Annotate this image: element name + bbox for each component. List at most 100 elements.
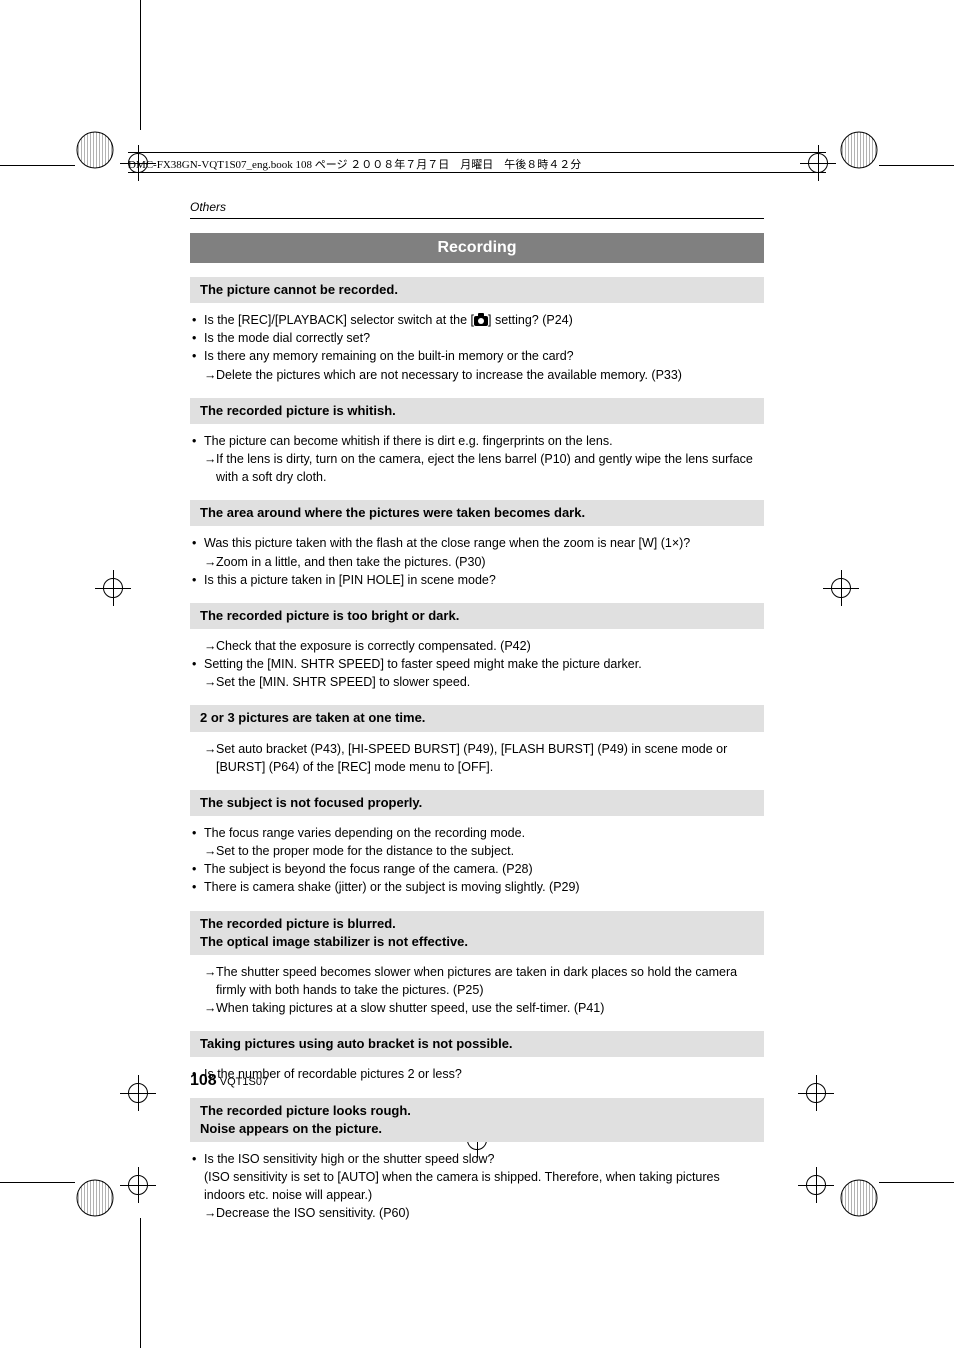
issue-heading: 2 or 3 pictures are taken at one time. — [190, 705, 764, 731]
arrow-marker: → — [192, 366, 216, 384]
reg-mark-tr — [839, 130, 879, 170]
bullet-marker: • — [192, 824, 204, 842]
issue-heading: The subject is not focused properly. — [190, 790, 764, 816]
issue-body: →The shutter speed becomes slower when p… — [190, 963, 764, 1017]
line-text: Is there any memory remaining on the bui… — [204, 347, 764, 365]
issue-body: →Check that the exposure is correctly co… — [190, 637, 764, 691]
crop-line — [879, 1182, 954, 1183]
line-text: The subject is beyond the focus range of… — [204, 860, 764, 878]
line-text: If the lens is dirty, turn on the camera… — [216, 450, 764, 486]
body-line: •Is the ISO sensitivity high or the shut… — [192, 1150, 764, 1168]
line-text: (ISO sensitivity is set to [AUTO] when t… — [204, 1168, 764, 1204]
body-line: →Zoom in a little, and then take the pic… — [192, 553, 764, 571]
crop-line — [879, 165, 954, 166]
line-text: Setting the [MIN. SHTR SPEED] to faster … — [204, 655, 764, 673]
line-text: Set the [MIN. SHTR SPEED] to slower spee… — [216, 673, 764, 691]
crop-target-tl — [800, 145, 836, 181]
issue-body: →Set auto bracket (P43), [HI-SPEED BURST… — [190, 740, 764, 776]
bullet-marker: • — [192, 329, 204, 347]
issue-body: •The focus range varies depending on the… — [190, 824, 764, 897]
arrow-marker: → — [192, 450, 216, 486]
body-line: →Decrease the ISO sensitivity. (P60) — [192, 1204, 764, 1222]
line-text: Is the ISO sensitivity high or the shutt… — [204, 1150, 764, 1168]
crop-target-bl — [120, 1167, 156, 1203]
issue-heading: Taking pictures using auto bracket is no… — [190, 1031, 764, 1057]
bullet-marker: • — [192, 534, 204, 552]
crop-target-mr2 — [798, 1075, 834, 1111]
issue-heading: The recorded picture looks rough.Noise a… — [190, 1098, 764, 1142]
crop-target-ml2 — [120, 1075, 156, 1111]
issue-body: •Was this picture taken with the flash a… — [190, 534, 764, 588]
camera-icon — [474, 316, 488, 326]
arrow-marker: → — [192, 553, 216, 571]
bullet-marker: • — [192, 655, 204, 673]
body-line: →The shutter speed becomes slower when p… — [192, 963, 764, 999]
page-content: Others Recording The picture cannot be r… — [190, 200, 764, 1236]
bullet-marker: • — [192, 347, 204, 365]
crop-line — [0, 165, 75, 166]
body-line: →Set auto bracket (P43), [HI-SPEED BURST… — [192, 740, 764, 776]
arrow-marker: → — [192, 673, 216, 691]
page-footer: 108 VQT1S07 — [190, 1072, 268, 1090]
line-text: Check that the exposure is correctly com… — [216, 637, 764, 655]
body-line: •There is camera shake (jitter) or the s… — [192, 878, 764, 896]
body-line: •Is this a picture taken in [PIN HOLE] i… — [192, 571, 764, 589]
arrow-marker: → — [192, 963, 216, 999]
body-line: →Set to the proper mode for the distance… — [192, 842, 764, 860]
bullet-marker: • — [192, 571, 204, 589]
line-text: The shutter speed becomes slower when pi… — [216, 963, 764, 999]
arrow-marker: → — [192, 637, 216, 655]
issue-body: •Is the [REC]/[PLAYBACK] selector switch… — [190, 311, 764, 384]
line-text: Delete the pictures which are not necess… — [216, 366, 764, 384]
body-line: •Is the mode dial correctly set? — [192, 329, 764, 347]
body-line: →Check that the exposure is correctly co… — [192, 637, 764, 655]
issue-heading: The recorded picture is whitish. — [190, 398, 764, 424]
line-text: When taking pictures at a slow shutter s… — [216, 999, 764, 1017]
arrow-marker: → — [192, 1204, 216, 1222]
section-rule — [190, 218, 764, 219]
line-text: There is camera shake (jitter) or the su… — [204, 878, 764, 896]
header-rule-top — [128, 152, 826, 153]
bullet-marker: • — [192, 860, 204, 878]
issue-body: •Is the number of recordable pictures 2 … — [190, 1065, 764, 1083]
body-line: •Is the number of recordable pictures 2 … — [192, 1065, 764, 1083]
page-number: 108 — [190, 1072, 217, 1089]
line-text: The focus range varies depending on the … — [204, 824, 764, 842]
bullet-marker: • — [192, 1150, 204, 1168]
reg-mark-tl — [75, 130, 115, 170]
bullet-marker: • — [192, 878, 204, 896]
issue-heading: The recorded picture is too bright or da… — [190, 603, 764, 629]
line-text: Set auto bracket (P43), [HI-SPEED BURST]… — [216, 740, 764, 776]
crop-target-br — [798, 1167, 834, 1203]
body-line: •Setting the [MIN. SHTR SPEED] to faster… — [192, 655, 764, 673]
line-text: Is the number of recordable pictures 2 o… — [204, 1065, 764, 1083]
arrow-marker: → — [192, 999, 216, 1017]
bullet-marker: • — [192, 432, 204, 450]
issue-heading: The area around where the pictures were … — [190, 500, 764, 526]
body-line: •The picture can become whitish if there… — [192, 432, 764, 450]
body-line: →When taking pictures at a slow shutter … — [192, 999, 764, 1017]
page-header-text: DMC-FX38GN-VQT1S07_eng.book 108 ページ ２００８… — [128, 156, 581, 172]
arrow-marker: → — [192, 842, 216, 860]
line-text: Is the mode dial correctly set? — [204, 329, 764, 347]
line-text: Zoom in a little, and then take the pict… — [216, 553, 764, 571]
section-title: Recording — [190, 233, 764, 263]
line-text: The picture can become whitish if there … — [204, 432, 764, 450]
crop-line — [140, 0, 141, 130]
line-text: Decrease the ISO sensitivity. (P60) — [216, 1204, 764, 1222]
crop-line — [140, 1218, 141, 1348]
section-label: Others — [190, 200, 764, 214]
issue-heading: The picture cannot be recorded. — [190, 277, 764, 303]
body-line: •Was this picture taken with the flash a… — [192, 534, 764, 552]
bullet-marker: • — [192, 311, 204, 329]
body-line: (ISO sensitivity is set to [AUTO] when t… — [192, 1168, 764, 1204]
issue-heading: The recorded picture is blurred.The opti… — [190, 911, 764, 955]
body-line: →If the lens is dirty, turn on the camer… — [192, 450, 764, 486]
body-line: •The focus range varies depending on the… — [192, 824, 764, 842]
reg-mark-br — [839, 1178, 879, 1218]
arrow-marker: → — [192, 740, 216, 776]
crop-target-mr — [823, 570, 859, 606]
line-text: Was this picture taken with the flash at… — [204, 534, 764, 552]
crop-target-ml — [95, 570, 131, 606]
doc-code: VQT1S07 — [220, 1076, 268, 1088]
